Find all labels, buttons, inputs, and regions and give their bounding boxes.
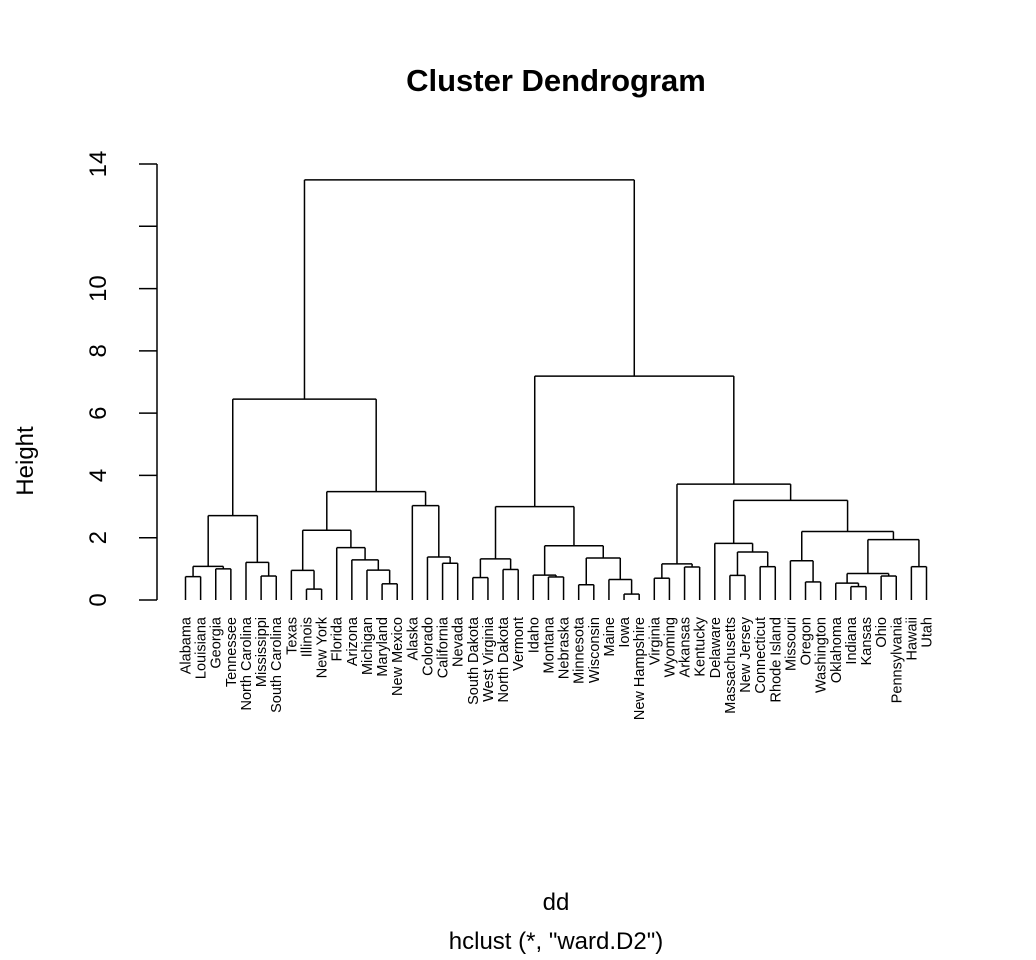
y-tick-label: 14 [85,151,112,178]
leaf-label: Kentucky [693,616,709,676]
leaf-label: New York [315,616,331,678]
leaf-label: Maine [602,617,618,657]
leaf-label: Oregon [799,617,815,665]
leaf-labels: Alabama Louisiana Georgia Tennessee North Ca… [179,616,936,720]
y-axis: 0 2 4 6 8 10 14 [85,151,158,607]
leaf-label: Nebraska [557,616,573,679]
leaf-label: Idaho [526,617,542,653]
leaf-label: Virginia [647,616,663,665]
leaf-label: Louisiana [194,616,210,679]
leaf-label: Utah [920,617,936,648]
leaf-label: West Virginia [481,616,497,702]
y-tick-label: 0 [85,593,112,606]
leaf-label: South Dakota [466,616,482,705]
leaf-label: Missouri [783,617,799,671]
leaf-label: Iowa [617,616,633,648]
leaf-label: Kansas [859,617,875,665]
leaf-label: South Carolina [269,616,285,713]
method-sublabel: hclust (*, "ward.D2") [449,928,663,955]
leaf-label: Minnesota [572,616,588,684]
dendrogram-tree [184,179,928,600]
leaf-label: Alabama [179,616,195,674]
leaf-label: Washington [814,617,830,693]
leaf-label: Arkansas [678,617,694,677]
leaf-label: Arizona [345,616,361,666]
leaf-label: Colorado [420,617,436,676]
leaf-label: Ohio [874,617,890,648]
leaf-label: Nevada [451,616,467,667]
leaf-label: Texas [284,617,300,655]
leaf-label: Wisconsin [587,617,603,683]
leaf-label: Montana [541,616,557,673]
y-tick-label: 8 [85,344,112,357]
leaf-label: Massachusetts [723,617,739,714]
leaf-label: New Jersey [738,616,754,692]
leaf-label: North Dakota [496,616,512,702]
y-tick-label: 6 [85,406,112,419]
leaf-label: Hawaii [904,617,920,661]
y-tick-label: 10 [85,275,112,302]
leaf-label: Alaska [405,616,421,660]
leaf-label: Rhode Island [768,617,784,702]
leaf-label: California [436,616,452,678]
y-tick-label: 2 [85,531,112,544]
y-tick-label: 4 [85,469,112,482]
leaf-label: Michigan [360,617,376,675]
leaf-label: Connecticut [753,617,769,694]
leaf-label: Wyoming [662,617,678,677]
y-axis-label: Height [12,426,39,496]
x-axis-label: dd [543,889,570,916]
leaf-label: Maryland [375,617,391,677]
leaf-label: Illinois [299,617,315,657]
leaf-label: Delaware [708,617,724,678]
leaf-label: Tennessee [224,617,240,687]
leaf-label: Mississippi [254,617,270,687]
leaf-label: Vermont [511,617,527,671]
chart-title: Cluster Dendrogram [406,63,706,98]
leaf-label: Florida [330,616,346,661]
leaf-label: Georgia [209,616,225,669]
leaf-label: Oklahoma [829,616,845,683]
leaf-label: New Hampshire [632,617,648,720]
leaf-label: North Carolina [239,616,255,710]
leaf-label: Pennsylvania [889,616,905,703]
leaf-label: New Mexico [390,617,406,696]
leaf-label: Indiana [844,616,860,665]
